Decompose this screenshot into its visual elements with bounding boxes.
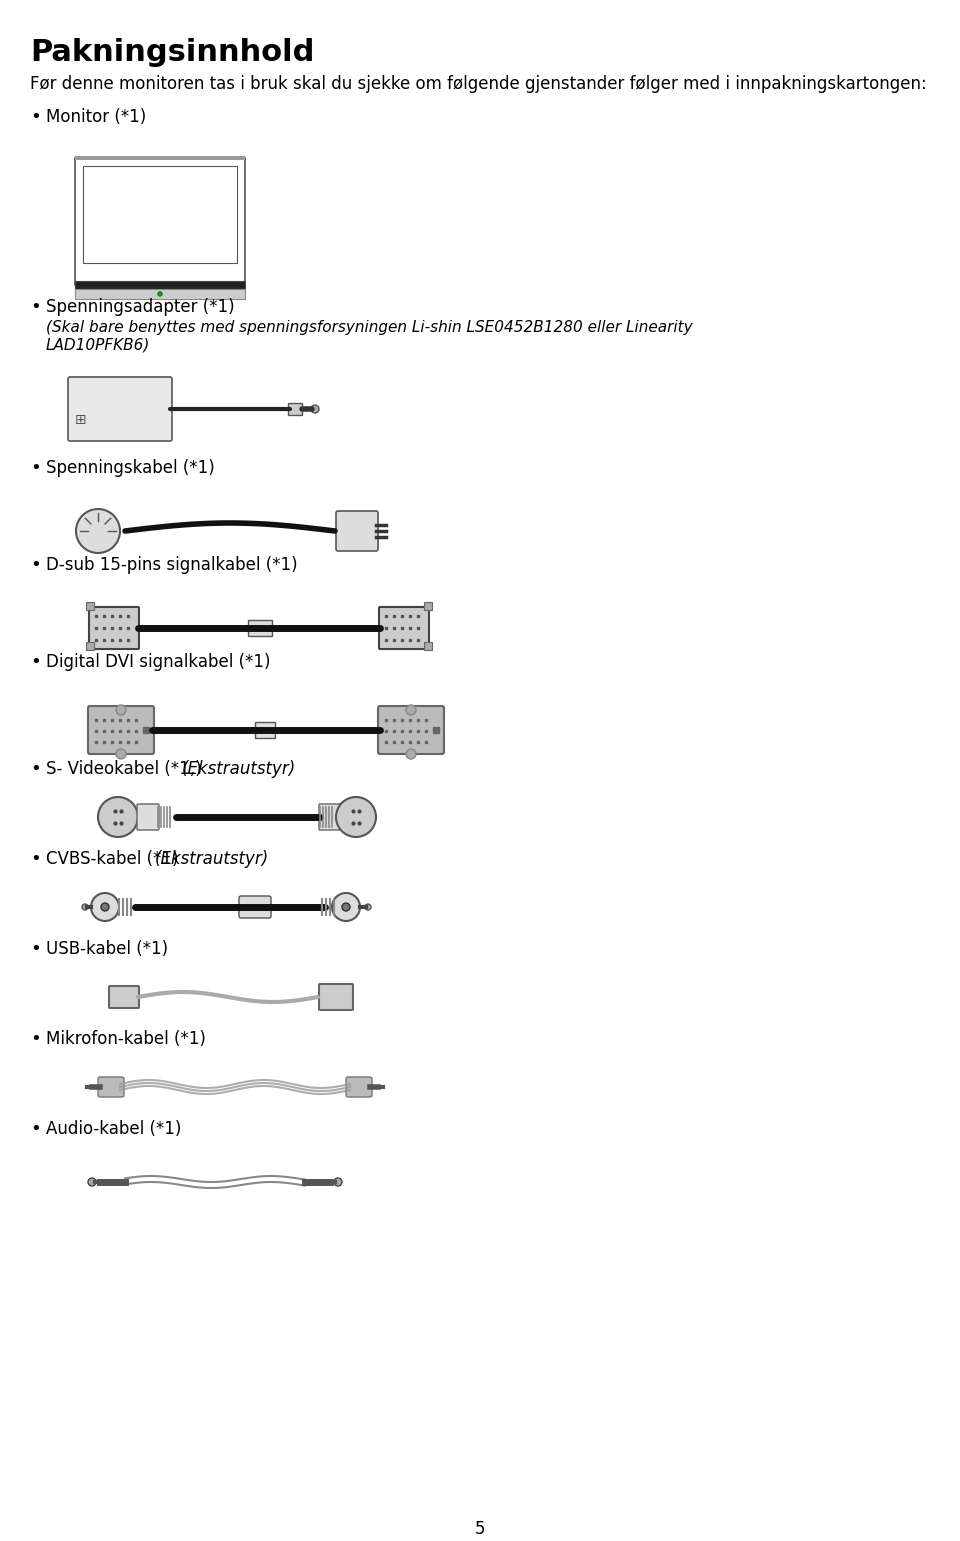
Text: S- Videokabel (*1,): S- Videokabel (*1,) <box>46 760 206 778</box>
Text: (Ekstrautstyr): (Ekstrautstyr) <box>155 851 269 868</box>
FancyBboxPatch shape <box>98 1077 124 1097</box>
Text: •: • <box>30 1029 40 1048</box>
Bar <box>86 603 94 610</box>
Bar <box>248 619 272 636</box>
Bar <box>86 643 94 650</box>
Text: USB-kabel (*1): USB-kabel (*1) <box>46 940 168 959</box>
Text: (Ekstrautstyr): (Ekstrautstyr) <box>182 760 297 778</box>
FancyBboxPatch shape <box>239 895 271 918</box>
Circle shape <box>116 704 126 715</box>
Text: (Skal bare benyttes med spenningsforsyningen Li-shin LSE0452B1280 eller Linearit: (Skal bare benyttes med spenningsforsyni… <box>46 321 692 334</box>
FancyBboxPatch shape <box>68 378 172 441</box>
Text: •: • <box>30 297 40 316</box>
Text: Digital DVI signalkabel (*1): Digital DVI signalkabel (*1) <box>46 653 271 670</box>
FancyBboxPatch shape <box>88 706 154 754</box>
Text: CVBS-kabel (*1): CVBS-kabel (*1) <box>46 851 183 868</box>
FancyBboxPatch shape <box>336 512 378 552</box>
Text: Monitor (*1): Monitor (*1) <box>46 108 146 126</box>
FancyBboxPatch shape <box>89 607 139 649</box>
Text: Før denne monitoren tas i bruk skal du sjekke om følgende gjenstander følger med: Før denne monitoren tas i bruk skal du s… <box>30 76 926 92</box>
Text: •: • <box>30 108 40 126</box>
Circle shape <box>311 405 319 413</box>
Circle shape <box>88 1177 96 1187</box>
Circle shape <box>101 903 109 911</box>
FancyBboxPatch shape <box>379 607 429 649</box>
Circle shape <box>98 797 138 837</box>
Circle shape <box>76 509 120 553</box>
Circle shape <box>406 749 416 760</box>
Bar <box>75 290 245 299</box>
Text: D-sub 15-pins signalkabel (*1): D-sub 15-pins signalkabel (*1) <box>46 556 298 573</box>
FancyBboxPatch shape <box>378 706 444 754</box>
Text: Spenningsadapter (*1): Spenningsadapter (*1) <box>46 297 234 316</box>
Bar <box>255 723 275 738</box>
Circle shape <box>116 749 126 760</box>
FancyBboxPatch shape <box>319 804 341 831</box>
Text: Audio-kabel (*1): Audio-kabel (*1) <box>46 1120 181 1137</box>
Bar <box>75 156 245 160</box>
FancyBboxPatch shape <box>109 986 139 1008</box>
FancyBboxPatch shape <box>346 1077 372 1097</box>
Text: •: • <box>30 940 40 959</box>
Bar <box>288 404 302 415</box>
Text: ⊞: ⊞ <box>75 413 86 427</box>
Circle shape <box>342 903 350 911</box>
Text: LAD10PFKB6): LAD10PFKB6) <box>46 337 151 351</box>
Bar <box>424 643 432 650</box>
Text: Mikrofon-kabel (*1): Mikrofon-kabel (*1) <box>46 1029 205 1048</box>
Circle shape <box>82 905 88 911</box>
Bar <box>83 166 237 264</box>
Text: Pakningsinnhold: Pakningsinnhold <box>30 39 314 66</box>
FancyBboxPatch shape <box>137 804 159 831</box>
Bar <box>75 159 245 285</box>
Circle shape <box>365 905 371 911</box>
Circle shape <box>334 1177 342 1187</box>
Text: •: • <box>30 459 40 478</box>
Circle shape <box>332 892 360 922</box>
Text: Spenningskabel (*1): Spenningskabel (*1) <box>46 459 215 478</box>
Circle shape <box>158 291 162 296</box>
Text: •: • <box>30 653 40 670</box>
Bar <box>75 280 245 290</box>
FancyBboxPatch shape <box>319 985 353 1009</box>
Text: 5: 5 <box>475 1519 485 1538</box>
Circle shape <box>91 892 119 922</box>
Circle shape <box>336 797 376 837</box>
Text: •: • <box>30 760 40 778</box>
Text: •: • <box>30 556 40 573</box>
Text: •: • <box>30 1120 40 1137</box>
Bar <box>424 603 432 610</box>
Text: •: • <box>30 851 40 868</box>
Circle shape <box>406 704 416 715</box>
